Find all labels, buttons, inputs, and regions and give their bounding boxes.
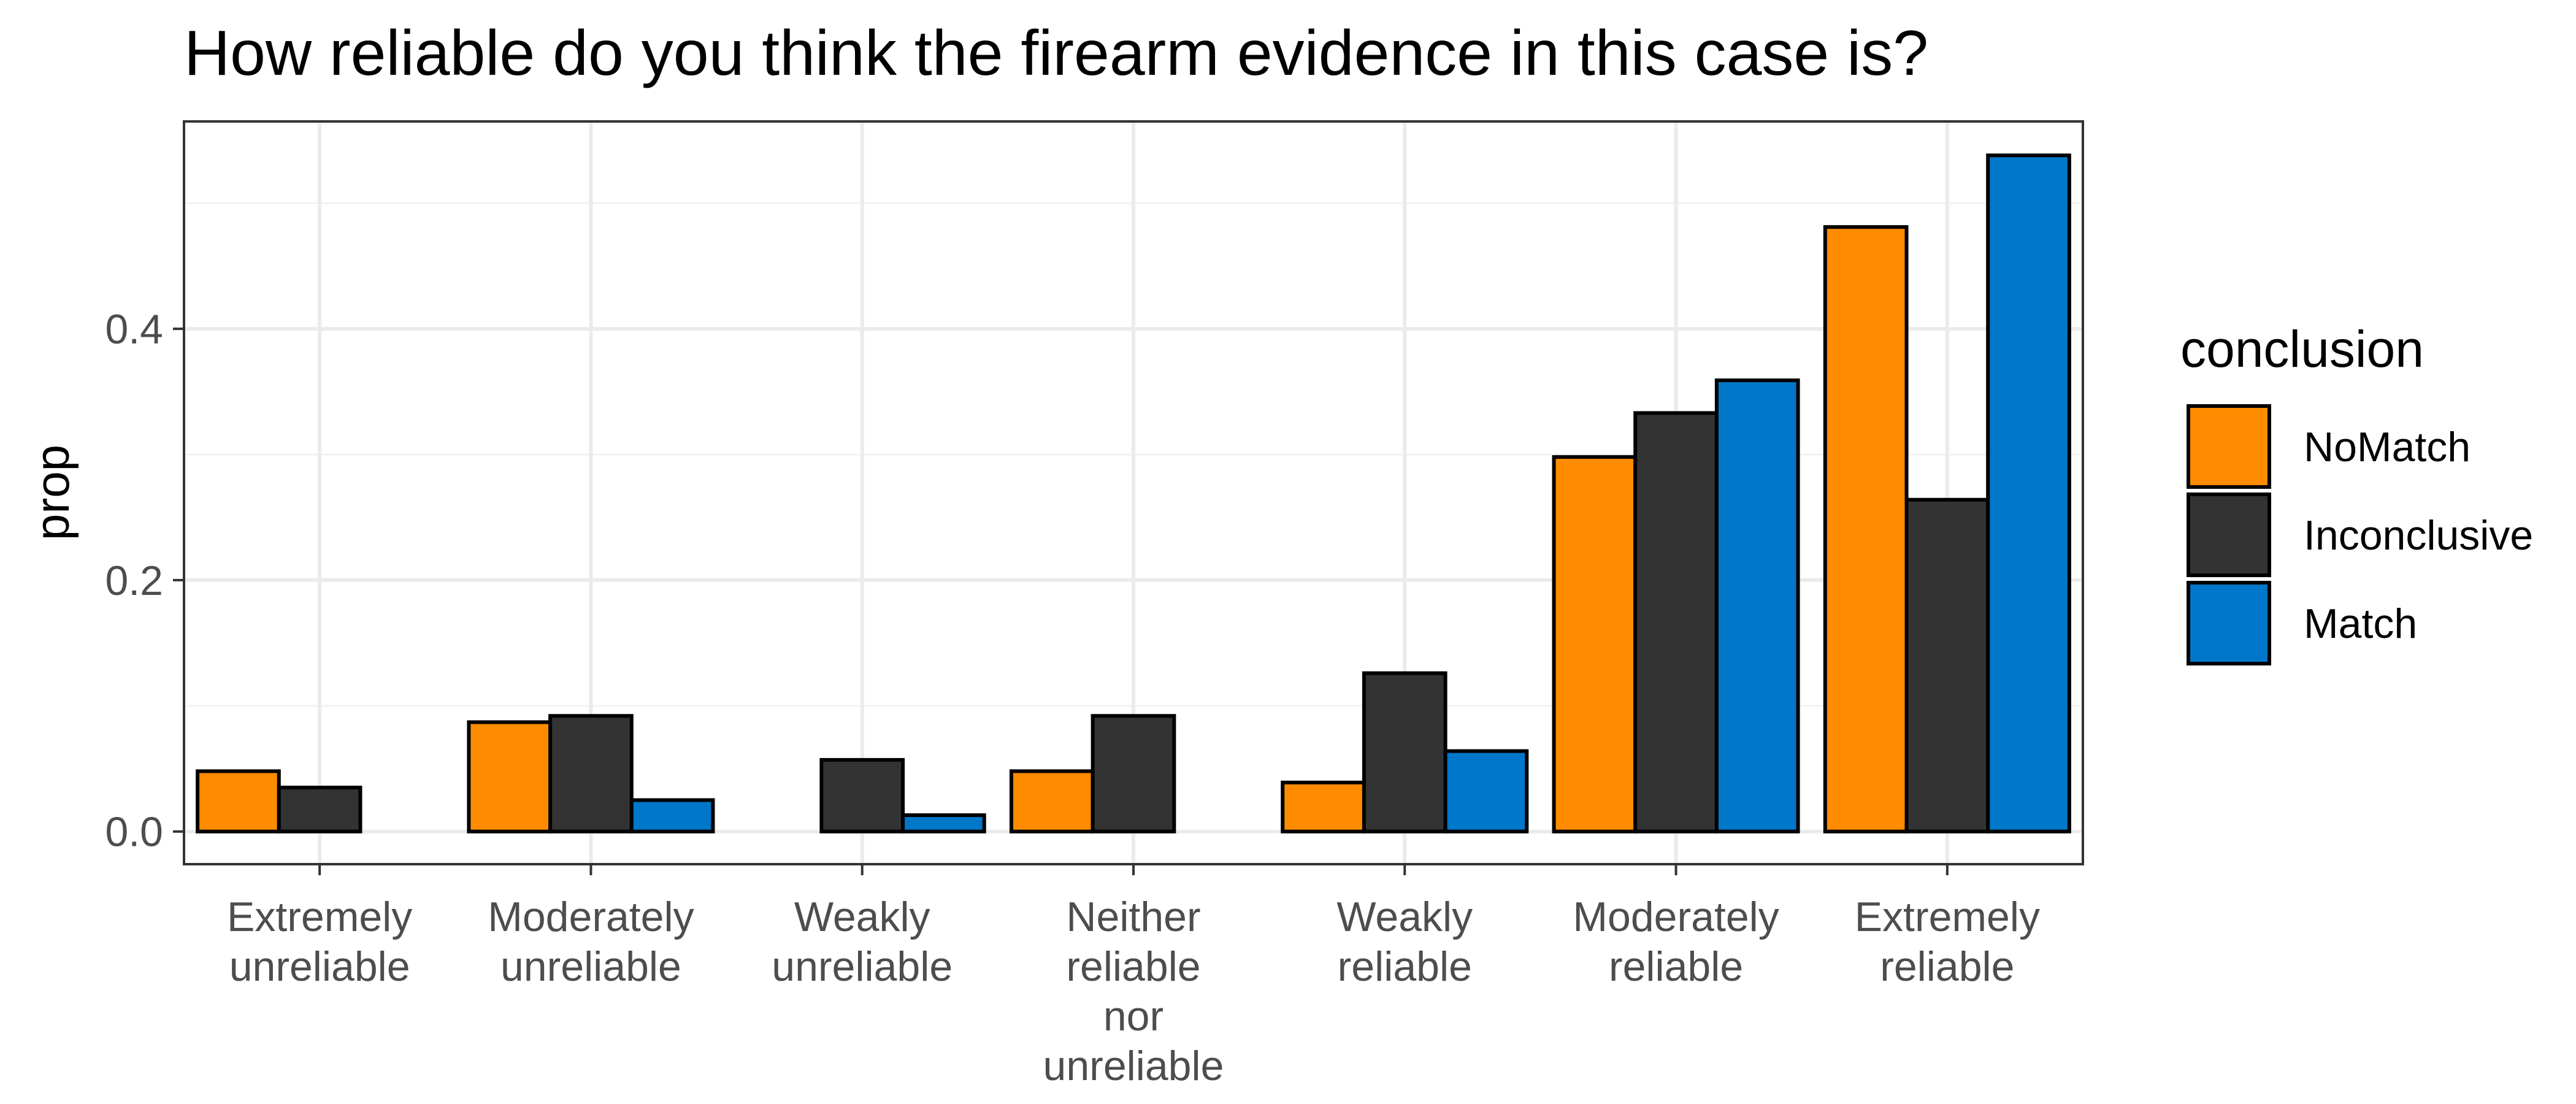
bar-nomatch-3 [1009, 769, 1095, 834]
chart-title: How reliable do you think the firearm ev… [184, 18, 1928, 89]
bar-match-2 [901, 813, 986, 834]
bars [196, 153, 2071, 834]
y-axis-title: prop [25, 445, 79, 540]
x-tick-label: Extremely reliable [1855, 894, 2040, 990]
legend-key-match [2187, 581, 2271, 665]
bar-nomatch-1 [467, 720, 553, 834]
bar-nomatch-0 [196, 769, 281, 834]
bar-inconclusive-3 [1091, 714, 1176, 834]
legend-key-nomatch [2187, 404, 2271, 489]
bar-match-4 [1443, 749, 1529, 834]
x-axis: Extremely unreliable Moderately unreliable W… [227, 864, 2040, 1089]
bar-match-1 [629, 798, 715, 834]
bar-inconclusive-2 [819, 757, 905, 834]
y-axis: 0.0 0.2 0.4 [105, 306, 184, 856]
bar-inconclusive-1 [548, 714, 634, 834]
y-tick-label: 0.0 [105, 809, 163, 856]
x-tick-label: Weakly unreliable [772, 894, 953, 990]
bar-match-5 [1714, 378, 1800, 834]
bar-nomatch-6 [1823, 225, 1909, 834]
bar-nomatch-4 [1281, 780, 1366, 834]
bar-inconclusive-4 [1362, 671, 1447, 834]
bar-inconclusive-0 [277, 786, 362, 834]
y-tick-label: 0.4 [105, 306, 163, 353]
bar-inconclusive-6 [1904, 497, 1990, 834]
y-tick-label: 0.2 [105, 558, 163, 604]
bar-nomatch-5 [1552, 455, 1638, 834]
x-tick-label: Moderately unreliable [488, 894, 694, 990]
legend-label-inconclusive: Inconclusive [2304, 512, 2533, 559]
x-tick-label: Moderately reliable [1573, 894, 1779, 990]
legend-title: conclusion [2180, 320, 2424, 378]
legend: conclusion NoMatch Inconclusive Match [2180, 320, 2533, 665]
legend-label-match: Match [2304, 600, 2417, 647]
x-tick-label: Extremely unreliable [227, 894, 412, 990]
x-tick-label: Weakly reliable [1336, 894, 1473, 990]
legend-label-nomatch: NoMatch [2304, 424, 2471, 470]
bar-match-6 [1986, 153, 2071, 834]
legend-key-inconclusive [2187, 493, 2271, 577]
bar-inconclusive-5 [1633, 411, 1719, 834]
x-tick-label: Neither reliable nor unreliable [1043, 894, 1224, 1089]
